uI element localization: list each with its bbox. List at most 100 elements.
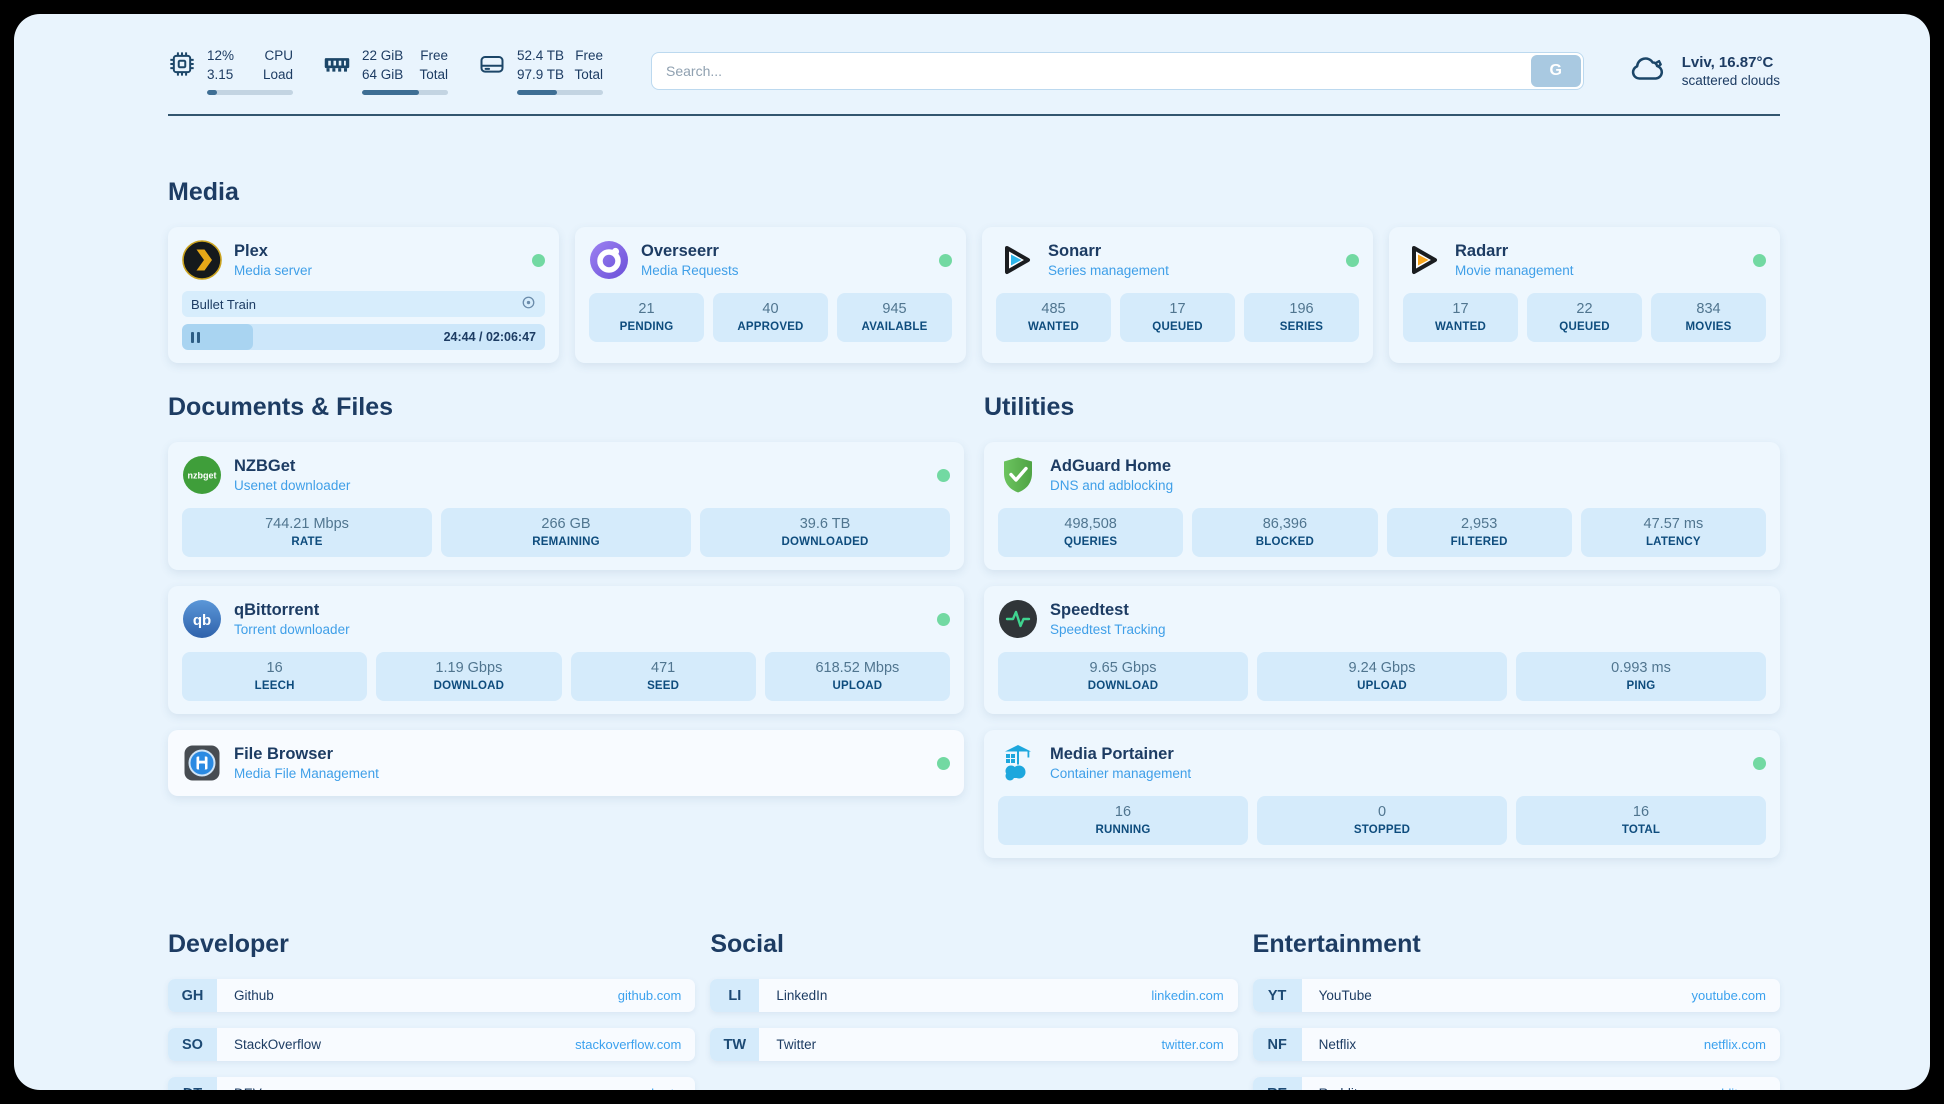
search-input[interactable] bbox=[651, 52, 1584, 90]
bookmark-url: linkedin.com bbox=[1151, 988, 1224, 1003]
app-subtitle: Media Requests bbox=[641, 263, 739, 279]
app-card-speedtest[interactable]: Speedtest Speedtest Tracking 9.65 Gbps D… bbox=[984, 586, 1780, 714]
search-engine-button[interactable]: G bbox=[1530, 55, 1581, 87]
app-card-plex[interactable]: Plex Media server Bullet Train bbox=[168, 227, 559, 363]
cloud-icon bbox=[1628, 48, 1670, 95]
app-name: NZBGet bbox=[234, 456, 296, 475]
dashboard-page: 12% 3.15 CPU Load bbox=[14, 14, 1930, 1090]
stat-total: 16 TOTAL bbox=[1516, 796, 1766, 845]
app-subtitle: Media server bbox=[234, 263, 313, 279]
bookmark-netflix[interactable]: NF Netflix netflix.com bbox=[1252, 1028, 1780, 1061]
section-title-utilities: Utilities bbox=[984, 393, 1075, 421]
bookmark-url: twitter.com bbox=[1161, 1037, 1224, 1052]
app-card-radarr[interactable]: Radarr Movie management 17 WANTED 22 QUE… bbox=[1389, 227, 1780, 363]
filebrowser-icon bbox=[182, 743, 222, 783]
app-name: qBittorrent bbox=[234, 600, 320, 619]
topbar: 12% 3.15 CPU Load bbox=[168, 44, 1780, 98]
stat-queued: 17 QUEUED bbox=[1120, 293, 1235, 342]
section-title-developer: Developer bbox=[168, 930, 289, 958]
svg-text:qb: qb bbox=[193, 612, 211, 629]
status-dot bbox=[1346, 253, 1359, 267]
section-title-documents: Documents & Files bbox=[168, 393, 394, 421]
bookmark-abbr: YT bbox=[1252, 979, 1302, 1012]
memory-free-value: 22 GiB bbox=[362, 48, 404, 64]
disk-free-label: Free bbox=[575, 48, 603, 64]
bookmark-abbr: GH bbox=[168, 979, 217, 1012]
section-media: Media Plex Media server bbox=[168, 178, 1780, 363]
playback-time: 24:44 / 02:06:47 bbox=[443, 330, 536, 344]
now-playing-options-icon[interactable] bbox=[521, 295, 536, 313]
app-card-filebrowser[interactable]: File Browser Media File Management bbox=[168, 730, 964, 796]
bookmark-url: netflix.com bbox=[1703, 1037, 1766, 1052]
stat-seed: 471 SEED bbox=[570, 652, 756, 701]
stat-pending: 21 PENDING bbox=[589, 293, 704, 342]
memory-free-label: Free bbox=[420, 48, 448, 64]
section-documents: Documents & Files nzbget NZBGet Usenet d… bbox=[168, 393, 964, 874]
topbar-divider bbox=[168, 114, 1780, 116]
cpu-icon bbox=[168, 50, 196, 78]
stat-stopped: 0 STOPPED bbox=[1257, 796, 1507, 845]
stat-filtered: 2,953 FILTERED bbox=[1386, 508, 1572, 557]
weather-location-temp: Lviv, 16.87°C bbox=[1681, 54, 1774, 71]
bookmark-url: reddit.com bbox=[1705, 1086, 1766, 1090]
app-subtitle: Media File Management bbox=[234, 766, 379, 782]
stat-downloaded: 39.6 TB DOWNLOADED bbox=[700, 508, 950, 557]
bookmark-name: Twitter bbox=[776, 1037, 817, 1052]
app-subtitle: DNS and adblocking bbox=[1050, 478, 1174, 494]
app-card-portainer[interactable]: Media Portainer Container management 16 … bbox=[984, 730, 1780, 858]
memory-metric: 22 GiB 64 GiB Free Total bbox=[323, 47, 448, 95]
status-dot bbox=[1753, 756, 1766, 770]
app-subtitle: Torrent downloader bbox=[234, 622, 350, 638]
app-name: Media Portainer bbox=[1050, 744, 1174, 763]
bookmark-stackoverflow[interactable]: SO StackOverflow stackoverflow.com bbox=[168, 1028, 696, 1061]
bookmark-abbr: DT bbox=[168, 1077, 217, 1090]
status-dot bbox=[937, 612, 950, 626]
app-name: Plex bbox=[234, 241, 268, 260]
app-name: File Browser bbox=[234, 744, 334, 763]
app-subtitle: Container management bbox=[1050, 766, 1192, 782]
bookmark-twitter[interactable]: TW Twitter twitter.com bbox=[710, 1028, 1238, 1061]
app-name: Overseerr bbox=[641, 241, 719, 260]
cpu-progress-bar bbox=[207, 89, 293, 95]
stat-approved: 40 APPROVED bbox=[713, 293, 828, 342]
stat-upload: 618.52 Mbps UPLOAD bbox=[764, 652, 950, 701]
section-social: Social LI LinkedIn linkedin.com TW Twitt… bbox=[710, 930, 1238, 1090]
app-subtitle: Movie management bbox=[1455, 263, 1574, 279]
stat-leech: 16 LEECH bbox=[182, 652, 368, 701]
disk-free-value: 52.4 TB bbox=[517, 48, 565, 64]
bookmark-url: youtube.com bbox=[1691, 988, 1766, 1003]
bookmark-name: YouTube bbox=[1318, 988, 1372, 1003]
app-card-nzbget[interactable]: nzbget NZBGet Usenet downloader 744.21 M… bbox=[168, 442, 964, 570]
app-card-adguard[interactable]: AdGuard Home DNS and adblocking 498,508 … bbox=[984, 442, 1780, 570]
disk-metric: 52.4 TB 97.9 TB Free Total bbox=[478, 47, 603, 95]
stat-latency: 47.57 ms LATENCY bbox=[1580, 508, 1766, 557]
plex-icon bbox=[182, 240, 222, 280]
status-dot bbox=[1753, 253, 1766, 267]
cpu-metric: 12% 3.15 CPU Load bbox=[168, 47, 293, 95]
app-card-overseerr[interactable]: Overseerr Media Requests 21 PENDING 40 A… bbox=[575, 227, 966, 363]
bookmark-abbr: RE bbox=[1252, 1077, 1302, 1090]
bookmark-reddit[interactable]: RE Reddit reddit.com bbox=[1252, 1077, 1780, 1090]
search-bar: G bbox=[651, 52, 1584, 90]
disk-icon bbox=[478, 50, 506, 78]
section-title-media: Media bbox=[168, 178, 239, 206]
bookmark-abbr: SO bbox=[168, 1028, 217, 1061]
stat-available: 945 AVAILABLE bbox=[837, 293, 952, 342]
stat-wanted: 17 WANTED bbox=[1403, 293, 1518, 342]
bookmark-youtube[interactable]: YT YouTube youtube.com bbox=[1252, 979, 1780, 1012]
cpu-label: CPU bbox=[264, 48, 293, 64]
disk-progress-bar bbox=[517, 89, 603, 95]
app-card-qbittorrent[interactable]: qb qBittorrent Torrent downloader 16 LEE… bbox=[168, 586, 964, 714]
stat-running: 16 RUNNING bbox=[998, 796, 1248, 845]
bookmark-github[interactable]: GH Github github.com bbox=[168, 979, 696, 1012]
app-card-sonarr[interactable]: Sonarr Series management 485 WANTED 17 Q… bbox=[982, 227, 1373, 363]
stat-series: 196 SERIES bbox=[1244, 293, 1359, 342]
bookmark-dev[interactable]: DT DEV dev.to bbox=[168, 1077, 696, 1090]
bookmark-linkedin[interactable]: LI LinkedIn linkedin.com bbox=[710, 979, 1238, 1012]
memory-total-value: 64 GiB bbox=[362, 67, 404, 82]
app-subtitle: Series management bbox=[1048, 263, 1169, 279]
speedtest-icon bbox=[998, 599, 1038, 639]
stat-wanted: 485 WANTED bbox=[996, 293, 1111, 342]
stat-movies: 834 MOVIES bbox=[1651, 293, 1766, 342]
weather-condition: scattered clouds bbox=[1681, 73, 1780, 88]
